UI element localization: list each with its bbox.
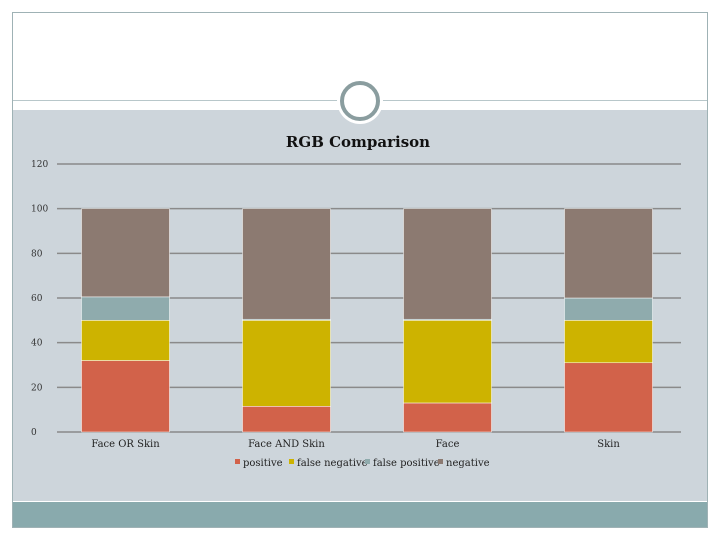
slide: RGB Comparison 0 20 40 60 80 100 120 Face OR Sk…	[12, 12, 708, 528]
x-tick-label: Face	[436, 439, 460, 450]
y-tick-label: 120	[31, 160, 48, 170]
bars	[81, 208, 653, 433]
y-tick-label: 80	[31, 249, 43, 259]
bar-segment-false-negative	[403, 320, 492, 404]
x-tick-label: Face AND Skin	[248, 439, 325, 450]
axis-labels: 0 20 40 60 80 100 120 Face OR Skin Face AND Skin…	[31, 160, 620, 450]
bar-segment-false-positive	[564, 297, 653, 321]
y-tick-label: 100	[31, 205, 48, 215]
bar-segment-negative	[403, 208, 492, 320]
y-tick-label: 0	[31, 428, 37, 438]
bar-segment-false-negative	[564, 320, 653, 364]
bar-segment-positive	[564, 362, 653, 433]
legend-label: positive	[243, 458, 283, 469]
legend-swatch	[235, 459, 240, 464]
legend-label: false positive	[373, 458, 440, 469]
bar-segment-positive	[242, 406, 331, 433]
x-tick-label: Face OR Skin	[91, 439, 160, 450]
legend-swatch	[438, 459, 443, 464]
bar-segment-negative	[81, 208, 170, 298]
bar-segment-positive	[403, 402, 492, 433]
y-tick-label: 20	[31, 383, 43, 393]
bar-segment-negative	[242, 208, 331, 320]
legend-label: negative	[446, 458, 490, 469]
bar-segment-positive	[81, 360, 170, 433]
x-tick-label: Skin	[597, 439, 620, 450]
legend-label: false negative	[297, 458, 368, 469]
y-tick-label: 40	[31, 339, 43, 349]
legend-swatch	[365, 459, 370, 464]
legend: positive false negative false positive nega…	[235, 458, 490, 469]
footer-band	[13, 502, 707, 527]
chart-title: RGB Comparison	[286, 133, 430, 151]
bar-segment-false-negative	[81, 320, 170, 361]
legend-swatch	[289, 459, 294, 464]
y-tick-label: 60	[31, 294, 43, 304]
circle-ornament	[340, 81, 380, 121]
bar-segment-false-positive	[81, 296, 170, 321]
bar-segment-negative	[564, 208, 653, 299]
bar-segment-false-negative	[242, 320, 331, 407]
stacked-bar-chart: RGB Comparison 0 20 40 60 80 100 120 Face OR Sk…	[31, 133, 681, 469]
